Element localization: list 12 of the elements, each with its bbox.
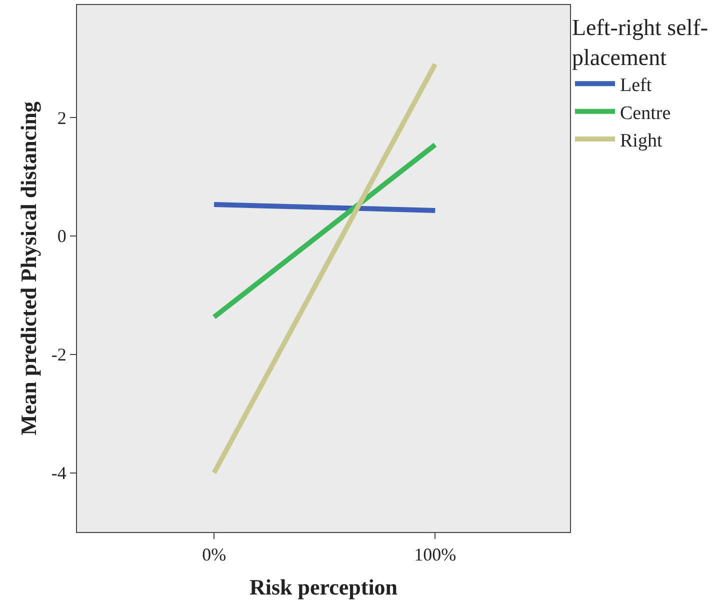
legend-label: Centre bbox=[620, 102, 671, 124]
x-axis-title: Risk perception bbox=[249, 574, 398, 600]
y-axis-title: Mean predicted Physical distancing bbox=[16, 102, 42, 436]
legend-title: Left-right self-placement bbox=[572, 14, 708, 70]
y-tick-label: 0 bbox=[57, 226, 66, 246]
x-tick-label: 0% bbox=[202, 544, 226, 565]
legend-label: Right bbox=[620, 130, 663, 152]
y-tick-label: 2 bbox=[57, 108, 66, 128]
y-tick-label: -2 bbox=[51, 344, 66, 365]
y-tick-label: -4 bbox=[51, 463, 66, 484]
x-tick-label: 100% bbox=[414, 544, 456, 565]
legend-label: Left bbox=[620, 75, 652, 96]
